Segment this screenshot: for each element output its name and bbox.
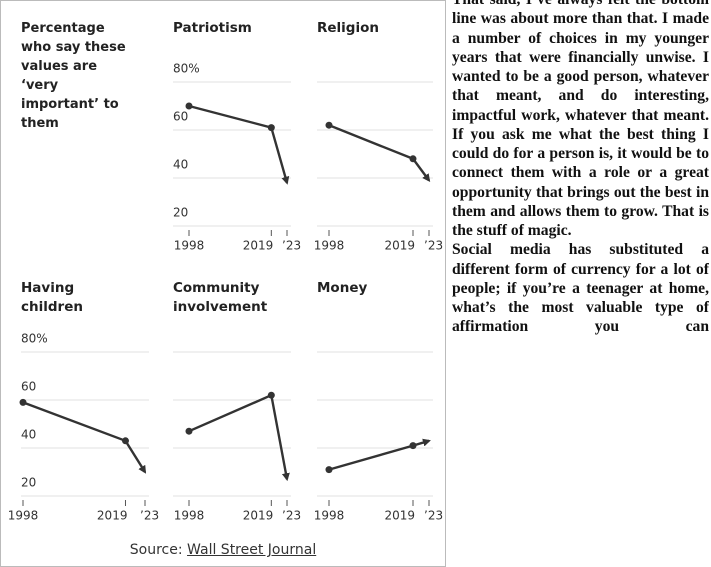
x-tick-label: 1998 (314, 509, 345, 523)
y-tick-label: 20 (21, 476, 36, 490)
data-point (409, 442, 417, 450)
x-tick-label: ’23 (424, 509, 443, 523)
x-tick-label: 2019 (243, 239, 274, 253)
data-point (325, 121, 333, 129)
data-point (409, 155, 417, 163)
y-tick-label: 60 (173, 110, 188, 124)
figure: 80% 60 40 20 1998 2019 ’23 1998 2019 ’23 80% 60 40 20… (0, 0, 446, 567)
x-tick-label: ’23 (282, 239, 301, 253)
panel-title: Community involvement (173, 280, 268, 315)
x-tick-label: 1998 (8, 509, 39, 523)
x-tick-label: 2019 (384, 239, 415, 253)
trend-line (22, 401, 147, 474)
y-tick-label: 40 (173, 158, 188, 172)
y-tick-label: 40 (21, 428, 36, 442)
panel-title: Money (317, 280, 368, 296)
x-tick-label: ’23 (140, 509, 159, 523)
source-label: Source: (129, 542, 183, 558)
intro-label: Percentage who say these values are ‘ver… (21, 21, 126, 131)
x-tick-label: 1998 (174, 239, 205, 253)
x-tick-label: 1998 (174, 509, 205, 523)
paragraph: That said, I’ve always felt the bottom l… (452, 0, 709, 239)
panel-title: Religion (317, 20, 379, 36)
y-tick-label: 60 (21, 380, 36, 394)
y-tick-label: 20 (173, 206, 188, 220)
x-tick-label: 2019 (243, 509, 274, 523)
source: Source: Wall Street Journal (1, 542, 445, 558)
x-tick-label: 1998 (314, 239, 345, 253)
trend-line (188, 104, 290, 185)
data-point (185, 427, 193, 435)
panel-title: Patriotism (173, 20, 252, 36)
data-point (185, 102, 193, 110)
data-point (325, 466, 333, 474)
data-point (267, 124, 275, 132)
data-point (121, 437, 129, 445)
data-point (19, 398, 27, 406)
x-tick-label: ’23 (424, 239, 443, 253)
x-tick-label: 2019 (97, 509, 128, 523)
article: That said, I’ve always felt the bottom l… (452, 0, 709, 567)
y-tick-label: 80% (21, 332, 48, 346)
source-link[interactable]: Wall Street Journal (187, 542, 317, 558)
panel-title: Having children (21, 280, 83, 315)
data-point (267, 391, 275, 399)
x-tick-label: ’23 (282, 509, 301, 523)
trend-line (188, 393, 290, 482)
small-multiples: 80% 60 40 20 1998 2019 ’23 1998 2019 ’23 80% 60 40 20… (8, 62, 443, 523)
x-tick-label: 2019 (384, 509, 415, 523)
trend-line (328, 124, 431, 183)
paragraph: Social media has substituted a different… (452, 241, 709, 336)
y-tick-label: 80% (173, 62, 200, 76)
